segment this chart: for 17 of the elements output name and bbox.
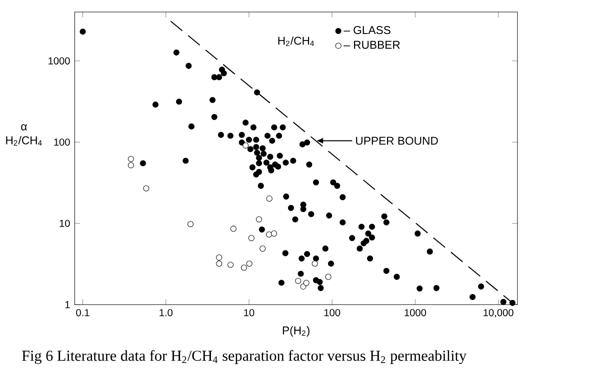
- legend-label: – RUBBER: [344, 40, 400, 49]
- y-tick-label: 10: [60, 220, 70, 227]
- x-axis-title: P(H$_{2}$): [282, 326, 310, 337]
- caption: Fig 6 Literature data for H$_{2}$/CH$_{4}$ separation factor versus H$_{2}$ permeability: [22, 350, 467, 364]
- x-tick-label: 100: [324, 309, 340, 316]
- x-tick-label: 1.0: [160, 309, 172, 316]
- y-tick-label: 1: [65, 301, 70, 308]
- legend-label: – GLASS: [344, 26, 390, 34]
- y-tick-label: 100: [54, 138, 70, 146]
- x-tick-label: 10: [244, 309, 254, 316]
- annotation: H$_{2}$/CH$_{4}$: [278, 36, 314, 46]
- x-tick-label: 0.1: [76, 309, 90, 316]
- y-axis-title: α H$_{2}$/CH$_{4}$: [6, 124, 42, 146]
- x-tick-label: 10,000: [484, 309, 514, 318]
- x-tick-label: 1000: [404, 309, 426, 316]
- y-tick-label: 1000: [48, 57, 70, 64]
- annotation: UPPER BOUND: [356, 136, 438, 145]
